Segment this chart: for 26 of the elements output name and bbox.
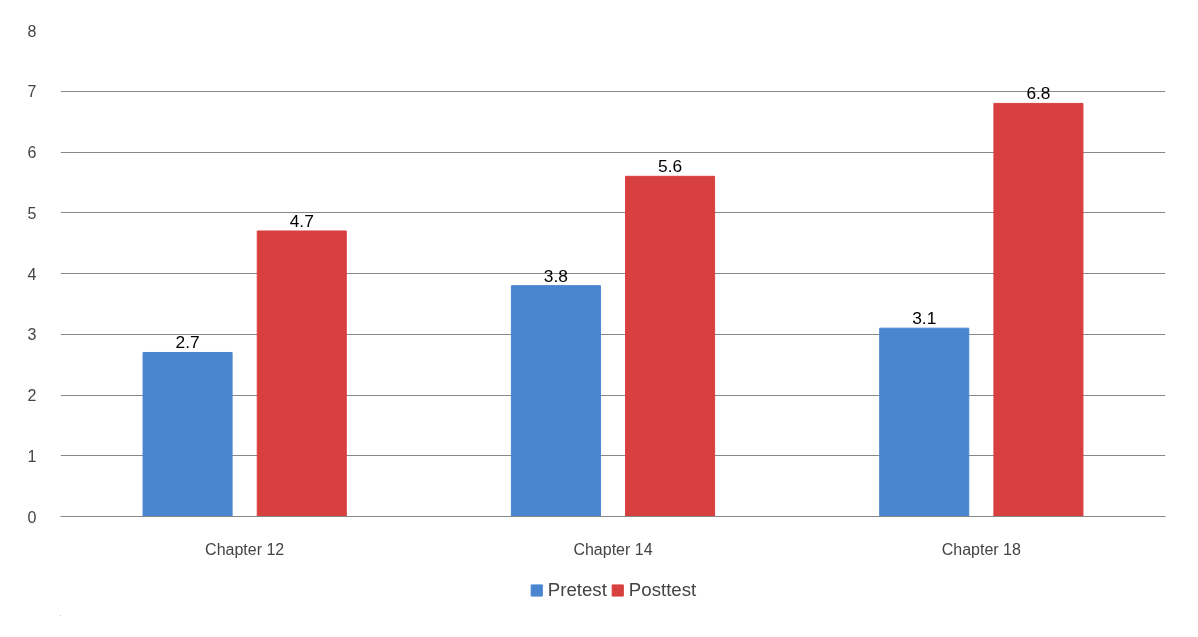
legend-label: Posttest (628, 579, 697, 601)
y-tick-label: 8 (27, 22, 37, 40)
x-tick-label: Chapter 18 (941, 540, 1022, 558)
y-tick-label: 0 (27, 508, 37, 526)
bar (625, 175, 716, 517)
data-label: 3.1 (912, 308, 937, 329)
bar (256, 230, 347, 517)
y-tick-label: 7 (27, 83, 37, 101)
x-tick-label: Chapter 14 (573, 540, 653, 558)
y-tick-label: 6 (27, 144, 37, 161)
y-tick-label: 2 (27, 387, 37, 404)
y-tick-label: 4 (27, 265, 37, 283)
bar (993, 102, 1084, 517)
y-tick-label: 1 (27, 447, 37, 465)
bar (879, 327, 970, 517)
data-label: 5.6 (658, 156, 683, 177)
data-label: 4.7 (289, 210, 314, 231)
y-tick-label: 3 (27, 326, 37, 344)
legend-label: Pretest (547, 579, 607, 601)
y-tick-label: 5 (27, 204, 37, 222)
data-label: 3.8 (543, 265, 568, 286)
x-tick-label: Chapter 12 (205, 540, 285, 558)
bar (142, 351, 233, 517)
bar (510, 285, 601, 517)
data-label: 6.8 (1026, 83, 1051, 104)
data-label: 2.7 (175, 332, 200, 353)
